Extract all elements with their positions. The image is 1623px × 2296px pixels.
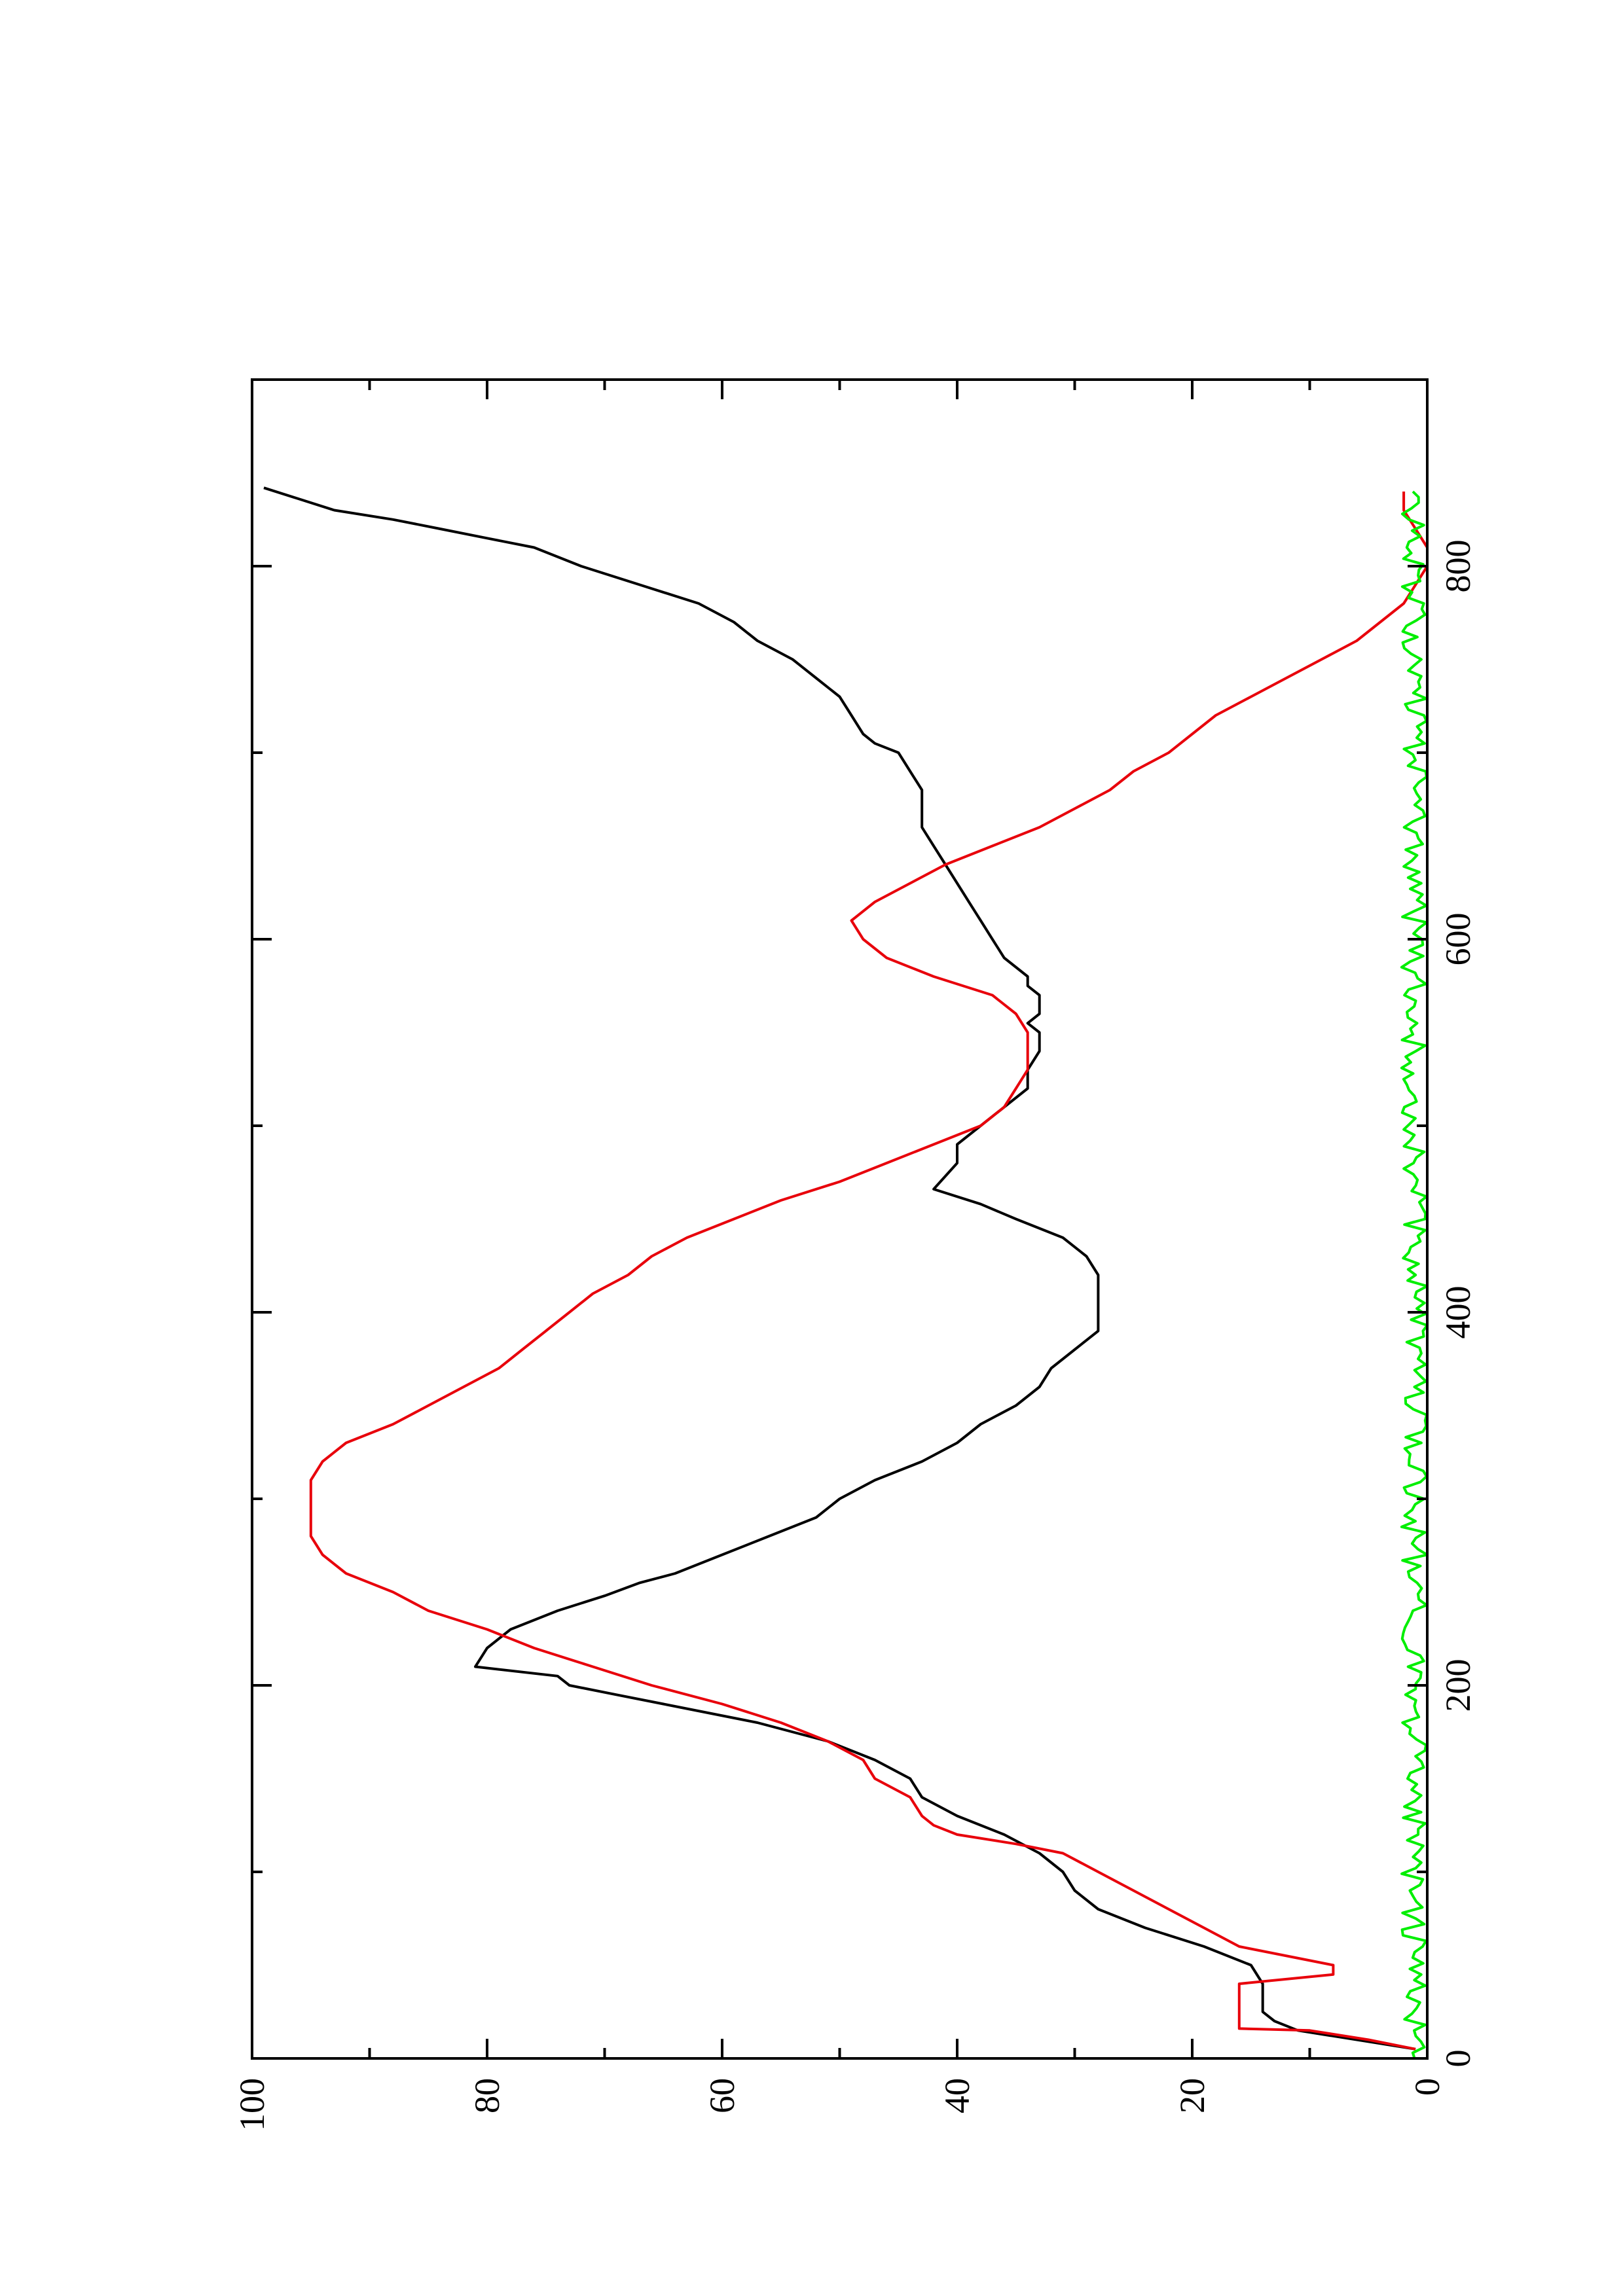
series-line-0 xyxy=(263,486,1416,2051)
plot-frame xyxy=(251,378,1429,2060)
plot-area xyxy=(263,486,1429,2059)
y-tick-label: 40 xyxy=(938,2078,977,2113)
x-tick-label: 800 xyxy=(1438,540,1478,593)
y-tick-label: 0 xyxy=(1408,2078,1447,2096)
y-tick-label: 80 xyxy=(467,2078,507,2113)
y-tick-label: 100 xyxy=(232,2078,272,2131)
x-tick-label: 0 xyxy=(1438,2050,1478,2068)
x-tick-label: 400 xyxy=(1438,1286,1478,1339)
axes xyxy=(251,378,1429,2060)
x-tick-label: 600 xyxy=(1438,913,1478,966)
y-tick-label: 60 xyxy=(702,2078,742,2113)
series-line-2 xyxy=(1400,490,1429,2059)
x-tick-label: 200 xyxy=(1438,1659,1478,1712)
series-line-1 xyxy=(309,492,1429,2051)
tick-labels: 0 20 40 60 80 100 0 200 400 600 800 xyxy=(232,540,1478,2132)
y-tick-label: 20 xyxy=(1173,2078,1212,2113)
